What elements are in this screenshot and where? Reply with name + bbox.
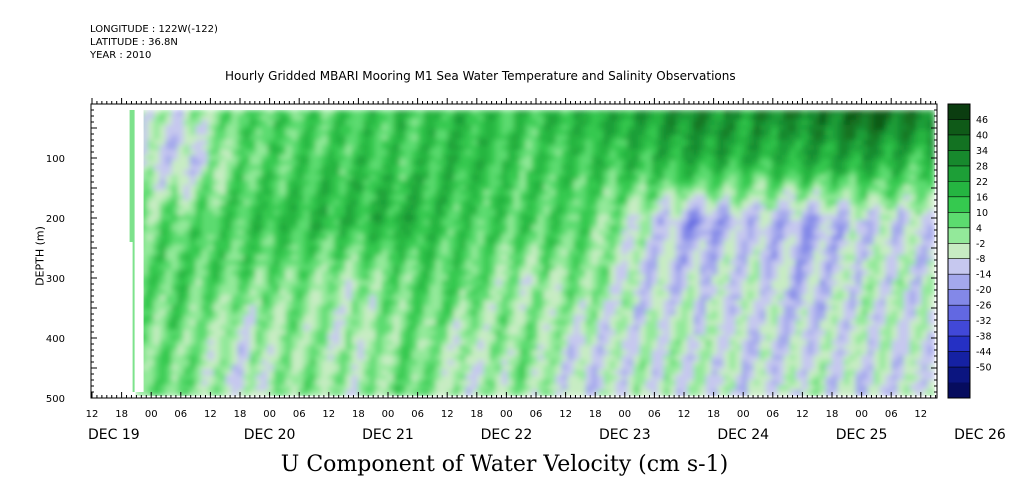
x-day-label: DEC 21 [362,427,414,443]
x-day-label: DEC 20 [244,427,296,443]
colorbar-swatch [948,181,970,198]
x-tick-label: 12 [204,409,217,420]
colorbar-swatch [948,212,970,229]
x-tick-label: 06 [174,409,187,420]
x-tick-label: 06 [766,409,779,420]
plot-frame [90,103,938,399]
latitude-label: LATITUDE : 36.8N [90,37,178,48]
colorbar-swatch [948,104,970,120]
colorbar-swatch [948,165,970,182]
colorbar-swatch [948,134,970,151]
x-tick-label: 18 [589,409,602,420]
colorbar-label: 40 [976,130,988,141]
colorbar-label: -8 [976,254,985,265]
x-tick-label: 00 [737,409,750,420]
x-tick-label: 18 [826,409,839,420]
x-tick-label: 12 [678,409,691,420]
y-tick-label: 200 [46,214,65,225]
x-tick-label: 00 [500,409,513,420]
x-tick-label: 00 [382,409,395,420]
colorbar-label: -44 [976,347,992,358]
colorbar-label: 4 [976,223,982,234]
colorbar-label: -50 [976,363,992,374]
colorbar-swatch [948,305,970,322]
x-tick-label: 06 [411,409,424,420]
colorbar-swatch [948,320,970,337]
x-day-label: DEC 26 [954,427,1006,443]
x-tick-label: 18 [234,409,247,420]
colorbar-label: -20 [976,285,992,296]
velocity-field [91,104,937,398]
colorbar-swatch [948,351,970,368]
colorbar-label: -2 [976,239,985,250]
x-tick-label: 00 [263,409,276,420]
x-tick-label: 12 [441,409,454,420]
colorbar-label: 28 [976,161,988,172]
colorbar-swatch [948,243,970,260]
x-tick-label: 06 [648,409,661,420]
x-day-label: DEC 22 [481,427,533,443]
colorbar-swatch [948,336,970,353]
x-tick-label: 06 [885,409,898,420]
colorbar-swatch [948,227,970,244]
colorbar-swatch [948,119,970,136]
x-tick-label: 00 [145,409,158,420]
colorbar-swatch [948,150,970,167]
colorbar-swatch [948,258,970,275]
x-day-label: DEC 19 [88,427,140,443]
colorbar-label: 34 [976,146,988,157]
x-tick-label: 18 [707,409,720,420]
y-tick-label: 300 [46,274,65,285]
x-tick-label: 18 [115,409,128,420]
x-day-label: DEC 25 [836,427,888,443]
colorbar: 46 40 34 28 22 16 10 4 -2 -8 -14 -20 -26 -32 -38 -44 -50 [947,103,992,399]
x-day-label: DEC 24 [717,427,769,443]
colorbar-swatch [948,367,970,384]
x-tick-label: 12 [914,409,927,420]
x-tick-label: 00 [618,409,631,420]
year-label: YEAR : 2010 [90,50,152,61]
longitude-label: LONGITUDE : 122W(-122) [90,24,218,35]
x-tick-label: 12 [796,409,809,420]
colorbar-swatch [948,196,970,213]
x-tick-label: 12 [86,409,99,420]
y-tick-label: 500 [46,394,65,405]
x-axis: 12 18 00 06 12 18 00 06 12 18 00 06 12 18 00 06 12 18 00 06… [86,98,1006,443]
x-tick-label: 06 [293,409,306,420]
colorbar-swatch [948,382,970,399]
colorbar-label: 10 [976,208,988,219]
chart-title: Hourly Gridded MBARI Mooring M1 Sea Wate… [225,69,736,83]
y-tick-label: 400 [46,334,65,345]
x-tick-label: 06 [530,409,543,420]
x-axis-title: U Component of Water Velocity (cm s-1) [280,452,729,477]
colorbar-swatch [948,274,970,291]
x-day-label: DEC 23 [599,427,651,443]
y-tick-label: 100 [46,154,65,165]
colorbar-label: 16 [976,192,988,203]
colorbar-swatch [948,289,970,306]
colorbar-label: 22 [976,177,988,188]
colorbar-label: -32 [976,316,992,327]
x-tick-label: 12 [322,409,335,420]
colorbar-label: -26 [976,301,992,312]
x-tick-label: 12 [559,409,572,420]
colorbar-label: -14 [976,270,992,281]
x-tick-label: 00 [855,409,868,420]
colorbar-label: 46 [976,115,988,126]
x-tick-label: 18 [352,409,365,420]
y-axis: 100 200 300 400 500 [46,109,937,405]
colorbar-label: -38 [976,332,992,343]
x-tick-label: 18 [470,409,483,420]
